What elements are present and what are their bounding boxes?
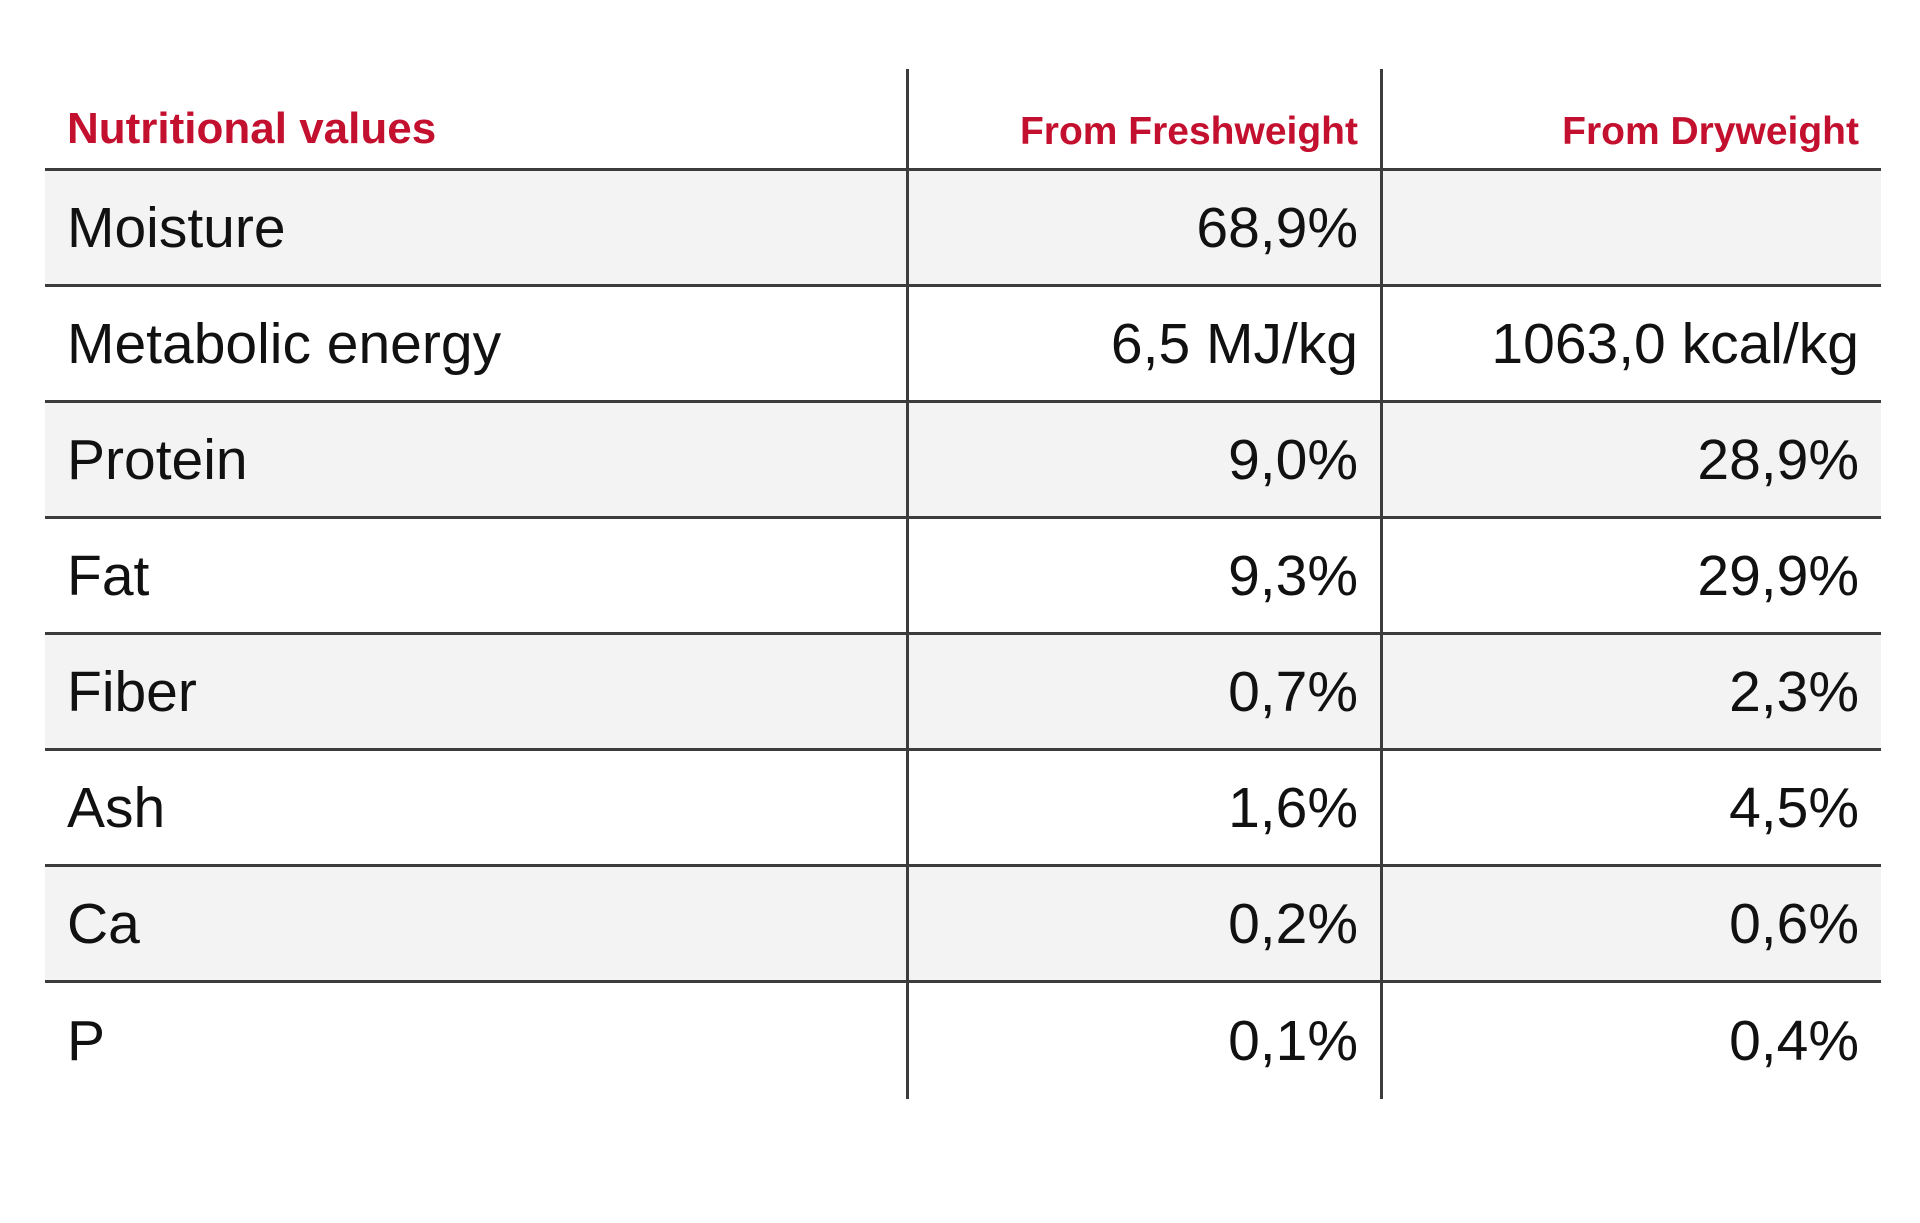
fresh-value: 6,5 MJ/kg: [909, 287, 1383, 400]
table-header-row: Nutritional values From Freshweight From…: [45, 69, 1881, 171]
row-label: Ca: [45, 867, 909, 980]
dry-value: 2,3%: [1729, 659, 1859, 724]
dry-value: 29,9%: [1697, 543, 1859, 608]
dry-value: 28,9%: [1697, 427, 1859, 492]
header-from-freshweight: From Freshweight: [909, 69, 1383, 168]
row-label: Fat: [45, 519, 909, 632]
dry-value: 1063,0 kcal/kg: [1491, 311, 1859, 376]
table-row-p: P 0,1% 0,4%: [45, 983, 1881, 1099]
row-label: Moisture: [45, 171, 909, 284]
fresh-value: 0,7%: [909, 635, 1383, 748]
header-from-dryweight: From Dryweight: [1562, 109, 1859, 153]
table-row-ca: Ca 0,2% 0,6%: [45, 867, 1881, 983]
fresh-value: 9,0%: [909, 403, 1383, 516]
dry-value: 0,4%: [1729, 1009, 1859, 1073]
row-label: P: [45, 983, 909, 1099]
row-label: Ash: [45, 751, 909, 864]
fresh-value: 0,2%: [909, 867, 1383, 980]
table-row-fiber: Fiber 0,7% 2,3%: [45, 635, 1881, 751]
table-row-metabolic-energy: Metabolic energy 6,5 MJ/kg 1063,0 kcal/k…: [45, 287, 1881, 403]
table-row-ash: Ash 1,6% 4,5%: [45, 751, 1881, 867]
fresh-value: 1,6%: [909, 751, 1383, 864]
fresh-value: 0,1%: [909, 983, 1383, 1099]
row-label: Fiber: [45, 635, 909, 748]
table-row-moisture: Moisture 68,9%: [45, 171, 1881, 287]
row-label: Metabolic energy: [45, 287, 909, 400]
table-row-fat: Fat 9,3% 29,9%: [45, 519, 1881, 635]
dry-value: 0,6%: [1729, 891, 1859, 956]
header-nutritional-values: Nutritional values: [45, 69, 909, 168]
table-row-protein: Protein 9,0% 28,9%: [45, 403, 1881, 519]
dry-value: [1383, 171, 1881, 284]
fresh-value: 9,3%: [909, 519, 1383, 632]
fresh-value: 68,9%: [909, 171, 1383, 284]
dry-value: 4,5%: [1729, 775, 1859, 840]
row-label: Protein: [45, 403, 909, 516]
nutrition-table: Nutritional values From Freshweight From…: [45, 69, 1881, 1099]
